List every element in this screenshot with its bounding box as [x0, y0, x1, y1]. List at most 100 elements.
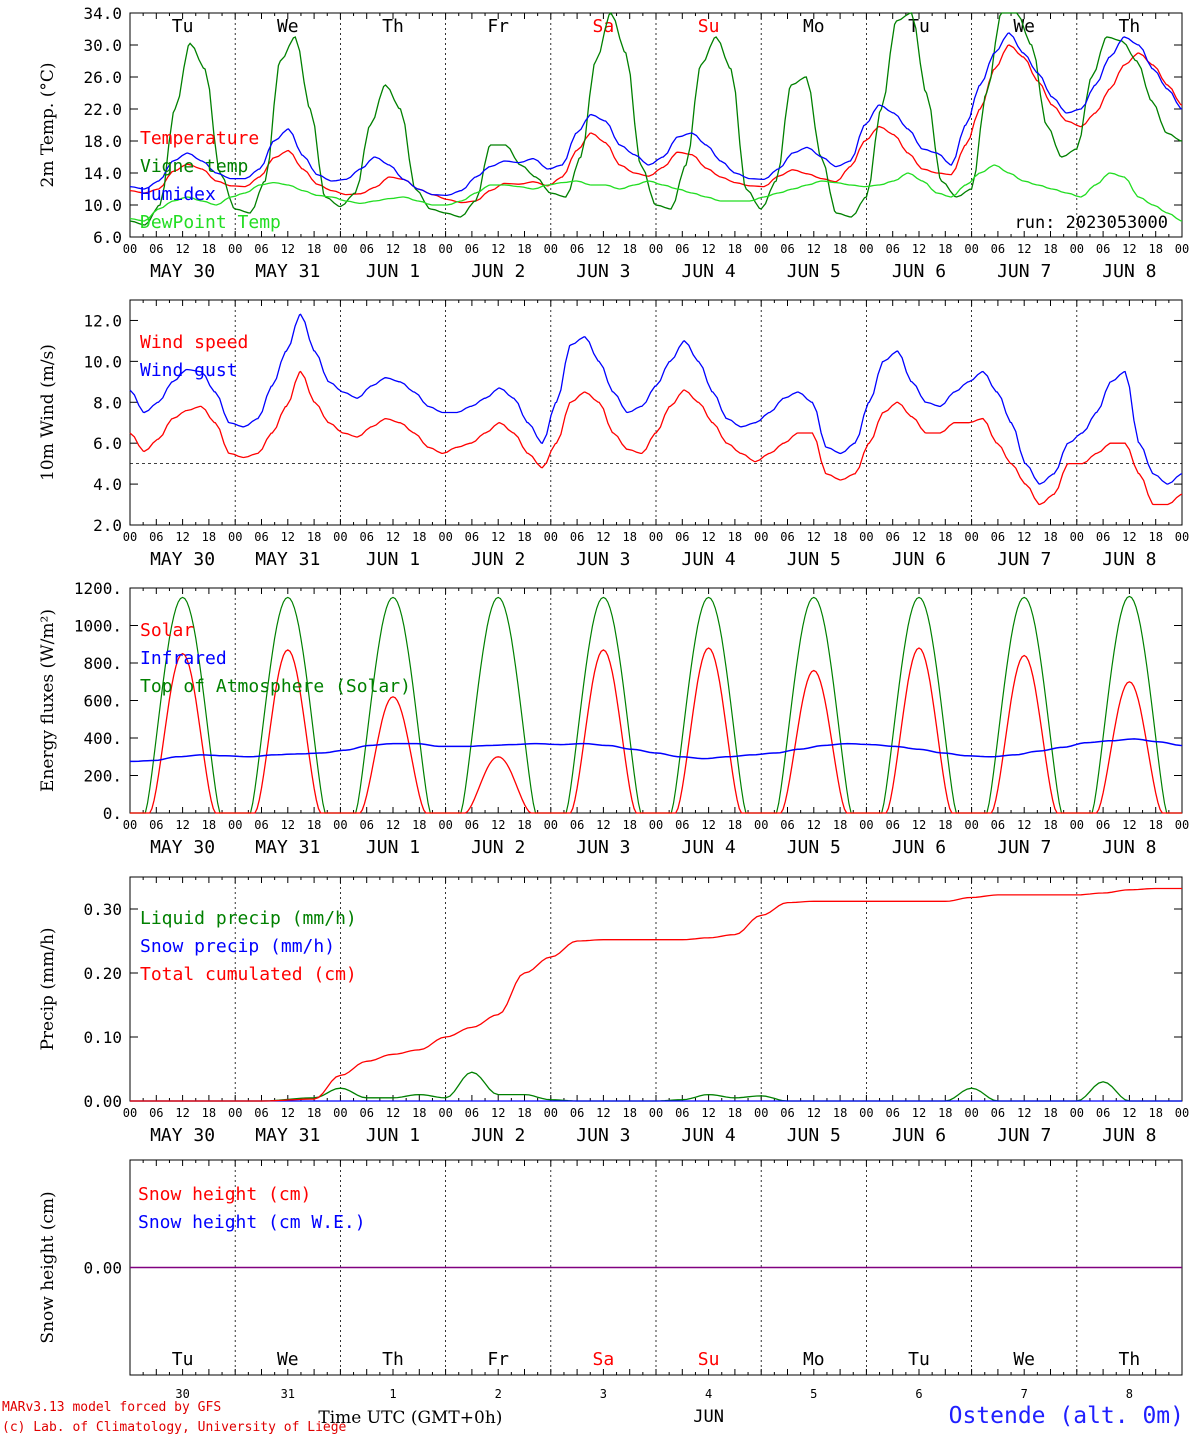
hour-tick-label: 18	[833, 530, 847, 544]
hour-tick-label: 00	[228, 530, 242, 544]
hour-tick-label: 00	[859, 530, 873, 544]
hour-tick-label: 18	[517, 530, 531, 544]
hour-tick-label: 06	[359, 818, 373, 832]
weekday-label: Fr	[487, 16, 509, 37]
y-tick-label: 1000.	[74, 617, 122, 636]
y-tick-label: 12.0	[83, 311, 122, 330]
hour-tick-label: 18	[1043, 530, 1057, 544]
date-label: JUN 6	[892, 261, 946, 282]
y-tick-label: 0.30	[83, 900, 122, 919]
hour-tick-label: 12	[281, 242, 295, 256]
hour-tick-label: 00	[544, 530, 558, 544]
hour-tick-label: 00	[123, 1106, 137, 1120]
hour-tick-label: 00	[438, 242, 452, 256]
hour-tick-label: 06	[885, 530, 899, 544]
hour-tick-label: 06	[991, 818, 1005, 832]
hour-tick-label: 06	[675, 818, 689, 832]
hour-tick-label: 12	[281, 530, 295, 544]
hour-tick-label: 06	[780, 530, 794, 544]
hour-tick-label: 00	[333, 242, 347, 256]
y-tick-label: 6.0	[93, 228, 122, 247]
hour-tick-label: 12	[807, 530, 821, 544]
hour-tick-label: 18	[517, 1106, 531, 1120]
date-label: JUN 4	[682, 549, 736, 570]
hour-tick-label: 12	[281, 1106, 295, 1120]
hour-tick-label: 06	[149, 530, 163, 544]
y-axis-title: 10m Wind (m/s)	[38, 344, 58, 481]
hour-tick-label: 18	[307, 242, 321, 256]
date-label: MAY 31	[255, 261, 320, 282]
legend-wind-speed: Wind speed	[140, 332, 248, 353]
hour-tick-label: 06	[465, 818, 479, 832]
date-label: MAY 30	[150, 549, 215, 570]
hour-tick-label: 18	[202, 530, 216, 544]
date-label: JUN 1	[366, 261, 420, 282]
y-axis-title: 2m Temp. (°C)	[38, 62, 58, 187]
hour-tick-label: 18	[938, 818, 952, 832]
y-tick-label: 26.0	[83, 68, 122, 87]
hour-tick-label: 00	[649, 1106, 663, 1120]
series-wind-speed	[129, 370, 1183, 506]
hour-tick-label: 06	[991, 530, 1005, 544]
hour-tick-label: 18	[833, 242, 847, 256]
legend-top-of-atmosphere-solar-: Top of Atmosphere (Solar)	[140, 676, 411, 697]
hour-tick-label: 12	[175, 242, 189, 256]
hour-tick-label: 06	[149, 1106, 163, 1120]
legend-infrared: Infrared	[140, 648, 227, 669]
hour-tick-label: 12	[701, 1106, 715, 1120]
hour-tick-label: 06	[675, 530, 689, 544]
hour-tick-label: 12	[386, 530, 400, 544]
hour-tick-label: 12	[175, 530, 189, 544]
y-tick-label: 600.	[83, 692, 122, 711]
hour-tick-label: 18	[622, 242, 636, 256]
hour-tick-label: 12	[1017, 818, 1031, 832]
hour-tick-label: 06	[254, 1106, 268, 1120]
date-label: JUN 8	[1102, 549, 1156, 570]
y-axis-title: Snow height (cm)	[38, 1191, 58, 1343]
date-label: JUN 7	[997, 261, 1051, 282]
hour-tick-label: 12	[1122, 530, 1136, 544]
date-label: JUN 6	[892, 549, 946, 570]
hour-tick-label: 06	[359, 242, 373, 256]
series-dewpoint-temp	[129, 164, 1183, 222]
y-tick-label: 0.00	[83, 1259, 122, 1278]
hour-tick-label: 12	[491, 818, 505, 832]
weekday-label: We	[277, 16, 299, 37]
hour-tick-label: 00	[1175, 530, 1189, 544]
hour-tick-label: 00	[228, 1106, 242, 1120]
hour-tick-label: 00	[859, 818, 873, 832]
hour-tick-label: 00	[754, 242, 768, 256]
date-label: JUN 3	[576, 261, 630, 282]
legend-snow-height-cm-w-e-: Snow height (cm W.E.)	[138, 1212, 366, 1233]
series-solar	[130, 647, 1182, 814]
hour-tick-label: 18	[728, 818, 742, 832]
day-number-label: 2	[495, 1387, 502, 1401]
legend-snow-height-cm-: Snow height (cm)	[138, 1184, 311, 1205]
hour-tick-label: 12	[912, 818, 926, 832]
legend-total-cumulated-cm-: Total cumulated (cm)	[140, 964, 357, 985]
hour-tick-label: 00	[1070, 530, 1084, 544]
day-number-label: 30	[175, 1387, 189, 1401]
weekday-label: Tu	[172, 16, 194, 37]
y-axis-title: Energy fluxes (W/m²)	[38, 609, 58, 792]
credit-line-2: (c) Lab. of Climatology, University of L…	[2, 1420, 347, 1435]
hour-tick-label: 00	[438, 530, 452, 544]
weekday-label: Th	[1119, 16, 1141, 37]
y-tick-label: 8.0	[93, 393, 122, 412]
y-tick-label: 4.0	[93, 475, 122, 494]
hour-tick-label: 18	[202, 242, 216, 256]
hour-tick-label: 12	[1122, 818, 1136, 832]
hour-tick-label: 00	[649, 818, 663, 832]
hour-tick-label: 18	[412, 1106, 426, 1120]
legend-liquid-precip-mm-h-: Liquid precip (mm/h)	[140, 908, 357, 929]
hour-tick-label: 12	[912, 530, 926, 544]
weekday-label: Fr	[487, 1349, 509, 1370]
hour-tick-label: 12	[386, 818, 400, 832]
hour-tick-label: 00	[438, 818, 452, 832]
hour-tick-label: 18	[833, 1106, 847, 1120]
y-tick-label: 22.0	[83, 100, 122, 119]
day-number-label: 4	[705, 1387, 712, 1401]
y-tick-label: 200.	[83, 767, 122, 786]
hour-tick-label: 06	[570, 530, 584, 544]
hour-tick-label: 06	[254, 242, 268, 256]
